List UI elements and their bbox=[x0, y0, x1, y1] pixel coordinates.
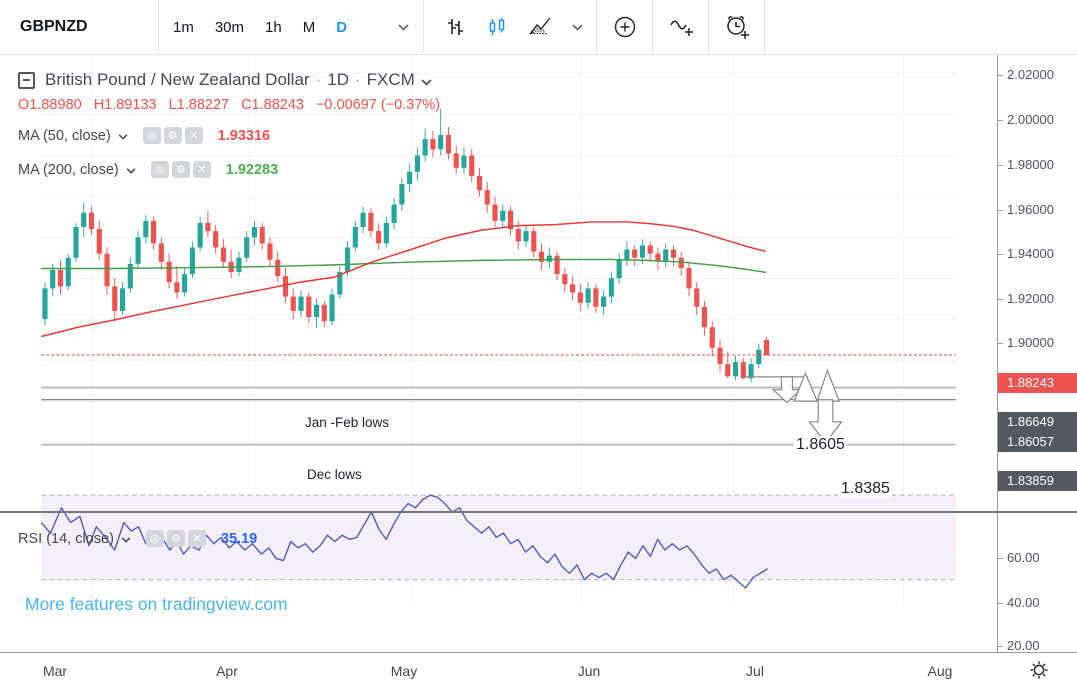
rsi-tick-label: 20.00 bbox=[998, 638, 1040, 653]
price-tick-label: 1.92000 bbox=[998, 291, 1054, 306]
price-tick-label: 1.90000 bbox=[998, 335, 1054, 350]
chart-type-group bbox=[424, 0, 596, 54]
month-label-mar: Mar bbox=[42, 663, 68, 679]
toolbar-separator bbox=[652, 0, 653, 54]
indicators-icon bbox=[669, 20, 693, 36]
chevron-down-icon bbox=[572, 24, 583, 31]
ma200-settings-icon[interactable]: ⚙ bbox=[171, 161, 190, 178]
symbol-label: GBPNZD bbox=[20, 18, 88, 35]
chevron-down-icon[interactable] bbox=[121, 537, 131, 543]
level-price-badge: 1.83859 bbox=[998, 470, 1077, 491]
compare-icon bbox=[614, 16, 635, 38]
rsi-delete-icon[interactable]: ✕ bbox=[187, 530, 206, 547]
collapse-legend-icon[interactable] bbox=[18, 71, 35, 89]
annotation-dec-lows[interactable]: Dec lows bbox=[307, 467, 362, 482]
indicators-button[interactable] bbox=[653, 0, 708, 54]
timeframe-button-D[interactable]: D bbox=[336, 18, 348, 36]
timeframe-button-1m[interactable]: 1m bbox=[173, 18, 194, 36]
price-tick-label: 1.94000 bbox=[998, 246, 1054, 261]
rsi-value: 35.19 bbox=[220, 530, 258, 547]
chart-interval[interactable]: 1D bbox=[327, 70, 349, 89]
price-axis[interactable]: 2.02000 2.00000 1.98000 1.96000 1.94000 1.920… bbox=[997, 54, 1077, 653]
rsi-tick-label: 60.00 bbox=[998, 550, 1040, 565]
rsi-label[interactable]: RSI (14, close) bbox=[18, 530, 114, 547]
toolbar-separator bbox=[423, 0, 424, 54]
rsi-tick-label: 40.00 bbox=[998, 595, 1040, 610]
chart-type-menu-button[interactable] bbox=[572, 18, 583, 36]
pane-separator[interactable] bbox=[0, 511, 1077, 513]
level-price-badge: 1.86057 bbox=[998, 431, 1077, 452]
chevron-down-icon[interactable] bbox=[421, 78, 432, 86]
rsi-settings-icon[interactable]: ⚙ bbox=[166, 530, 185, 547]
ma50-delete-icon[interactable]: ✕ bbox=[184, 127, 203, 144]
area-chart-icon[interactable] bbox=[528, 16, 552, 38]
rsi-legend-row: RSI (14, close) ◎ ⚙ ✕ 35.19 bbox=[18, 530, 257, 547]
month-label-apr: Apr bbox=[216, 663, 238, 679]
alert-clock-icon bbox=[726, 16, 749, 39]
change-value: −0.00697 (−0.37%) bbox=[315, 97, 441, 113]
toolbar: GBPNZD 1m 30m 1h M D bbox=[0, 0, 1077, 55]
ma200-hide-icon[interactable]: ◎ bbox=[150, 161, 169, 178]
title-dot: · bbox=[315, 70, 322, 89]
high-value: H1.89133 bbox=[93, 97, 157, 113]
axis-settings-sun-icon[interactable] bbox=[1028, 659, 1050, 681]
price-tick-label: 1.96000 bbox=[998, 202, 1054, 217]
compare-button[interactable] bbox=[597, 0, 652, 54]
month-label-jun: Jun bbox=[577, 663, 601, 679]
ma200-value: 1.92283 bbox=[225, 161, 279, 178]
toolbar-separator bbox=[708, 0, 709, 54]
chevron-down-icon[interactable] bbox=[118, 134, 128, 140]
close-value: C1.88243 bbox=[241, 97, 304, 113]
title-dot: · bbox=[354, 70, 361, 89]
level-price-badge: 1.86649 bbox=[998, 411, 1077, 432]
chart-canvas[interactable] bbox=[0, 54, 997, 652]
ma200-delete-icon[interactable]: ✕ bbox=[192, 161, 211, 178]
month-label-jul: Jul bbox=[746, 663, 764, 679]
chart-title[interactable]: British Pound / New Zealand Dollar bbox=[45, 70, 310, 89]
tradingview-watermark-link[interactable]: More features on tradingview.com bbox=[25, 594, 288, 614]
add-alert-button[interactable] bbox=[709, 0, 764, 54]
ma50-settings-icon[interactable]: ⚙ bbox=[163, 127, 182, 144]
timeframe-group: 1m 30m 1h M D bbox=[159, 0, 398, 54]
toolbar-separator bbox=[764, 0, 765, 54]
timeframe-menu-button[interactable] bbox=[398, 0, 423, 54]
chevron-down-icon[interactable] bbox=[126, 168, 136, 174]
chart-provider[interactable]: FXCM bbox=[366, 70, 415, 89]
toolbar-separator bbox=[158, 0, 159, 54]
price-tick-label: 1.98000 bbox=[998, 157, 1054, 172]
month-label-aug: Aug bbox=[927, 663, 953, 679]
time-axis[interactable]: Mar Apr May Jun Jul Aug bbox=[0, 652, 1077, 688]
candles-chart-icon[interactable] bbox=[486, 16, 508, 38]
chevron-down-icon bbox=[398, 23, 409, 31]
target-price-lower[interactable]: 1.8385 bbox=[839, 480, 892, 498]
timeframe-button-1h[interactable]: 1h bbox=[265, 18, 282, 36]
bars-chart-icon[interactable] bbox=[444, 16, 466, 38]
price-tick-label: 2.00000 bbox=[998, 112, 1054, 127]
ohlc-readout: O1.88980 H1.89133 L1.88227 C1.88243 −0.0… bbox=[18, 97, 440, 113]
main-legend-title-row: British Pound / New Zealand Dollar · 1D … bbox=[18, 70, 432, 90]
current-price-badge: 1.88243 bbox=[998, 373, 1077, 393]
toolbar-separator bbox=[596, 0, 597, 54]
month-label-may: May bbox=[390, 663, 418, 679]
timeframe-button-30m[interactable]: 30m bbox=[214, 18, 245, 36]
ma50-hide-icon[interactable]: ◎ bbox=[142, 127, 161, 144]
annotation-jan-feb-lows[interactable]: Jan -Feb lows bbox=[305, 415, 390, 430]
target-price-upper[interactable]: 1.8605 bbox=[794, 436, 847, 454]
ma200-label[interactable]: MA (200, close) bbox=[18, 161, 119, 178]
ma50-value: 1.93316 bbox=[217, 127, 271, 144]
timeframe-button-M[interactable]: M bbox=[302, 18, 316, 36]
ma200-legend-row: MA (200, close) ◎ ⚙ ✕ 1.92283 bbox=[18, 161, 278, 178]
rsi-hide-icon[interactable]: ◎ bbox=[145, 530, 164, 547]
symbol-button[interactable]: GBPNZD bbox=[0, 0, 158, 54]
price-tick-label: 2.02000 bbox=[998, 67, 1054, 82]
ma50-label[interactable]: MA (50, close) bbox=[18, 127, 111, 144]
low-value: L1.88227 bbox=[168, 97, 230, 113]
open-value: O1.88980 bbox=[18, 97, 82, 113]
ma50-legend-row: MA (50, close) ◎ ⚙ ✕ 1.93316 bbox=[18, 127, 270, 144]
